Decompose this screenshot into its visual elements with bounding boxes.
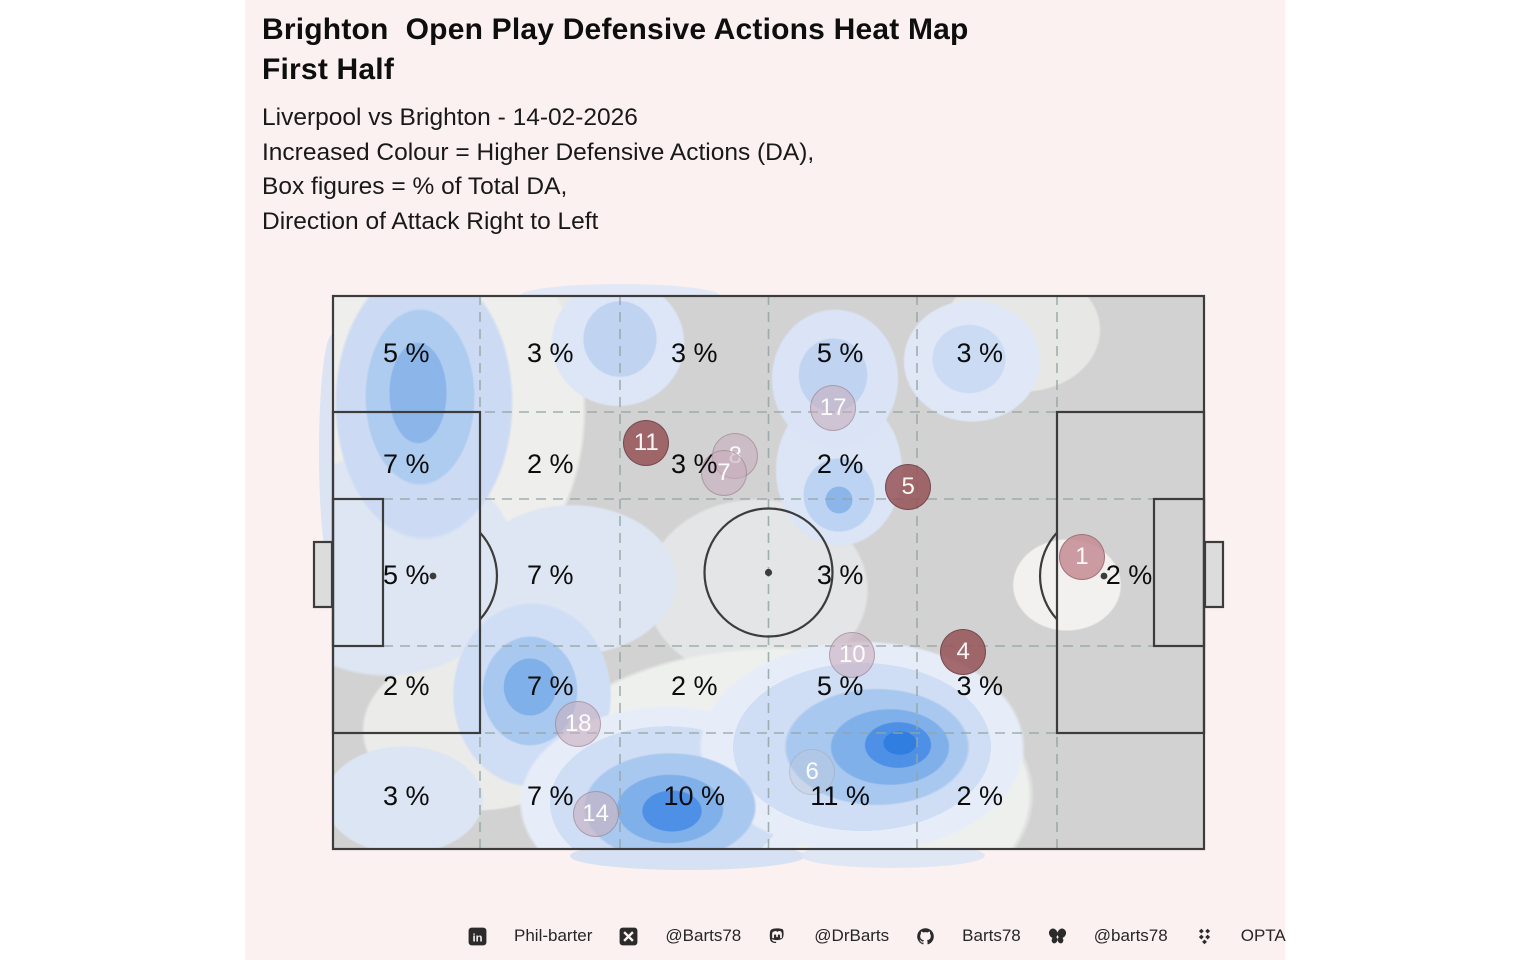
zone-percentage: 2 % [526,448,574,479]
zone-percentage: 5 % [382,559,430,590]
zone-percentage: 3 % [816,559,864,590]
mastodon-handle: @DrBarts [814,926,890,945]
subtitle-direction-note: Direction of Attack Right to Left [262,207,599,235]
zone-percentage: 7 % [382,448,430,479]
player-marker-4: 4 [940,628,987,675]
zone-percentage: 2 % [956,780,1004,811]
x-icon [619,927,638,946]
linkedin-icon: in [468,927,487,946]
player-marker-18: 18 [555,701,602,747]
pitch-markings [312,294,1225,851]
zone-percentage: 3 % [956,337,1004,368]
soccer-pitch-lines [312,294,1225,851]
center-spot [764,568,773,577]
pitch: 5 % 3 % 3 % 5 % 3 % 7 % 2 % 3 % 2 % 5 % … [312,284,1225,870]
zone-percentage: 5 % [816,670,864,701]
player-marker-7: 7 [700,450,747,497]
chart-title: Brighton Open Play Defensive Actions Hea… [262,10,969,90]
linkedin-handle: Phil-barter [514,926,593,945]
x-handle: @Barts78 [665,926,742,945]
right-penalty-arc [1039,531,1058,621]
left-goal [312,540,334,609]
title-line-2: First Half [262,53,395,86]
left-penalty-arc [479,531,498,621]
zone-percentage: 7 % [526,780,574,811]
subtitle-box-note: Box figures = % of Total DA, [262,173,568,200]
right-six-yard-box [1152,497,1206,648]
player-marker-5: 5 [885,464,932,511]
zone-percentage: 3 % [956,670,1004,701]
zone-percentage: 3 % [526,337,574,368]
github-icon [916,927,935,946]
zone-percentage: 2 % [1105,559,1153,590]
zone-percentage: 2 % [671,670,718,701]
chart-subtitle: Liverpool vs Brighton - 14-02-2026 Incre… [262,101,814,239]
right-goal [1203,540,1225,609]
player-marker-6: 6 [789,748,836,795]
footer-credits: in Phil-barter @Barts78 @DrBarts Barts78… [468,923,1286,949]
zone-percentage: 3 % [671,337,718,368]
zone-percentage: 7 % [526,559,574,590]
zone-percentage: 11 % [810,780,870,811]
opta-label: OPTA [1240,926,1286,945]
left-six-yard-box [331,497,385,648]
zone-percentage: 2 % [816,448,864,479]
player-marker-14: 14 [572,790,619,837]
title-line-1: Brighton Open Play Defensive Actions Hea… [262,13,969,46]
svg-text:in: in [472,932,482,944]
bluesky-icon [1048,927,1067,946]
player-marker-10: 10 [829,632,876,679]
subtitle-match: Liverpool vs Brighton - 14-02-2026 [262,104,638,131]
subtitle-colour-note: Increased Colour = Higher Defensive Acti… [262,138,815,166]
right-penalty-spot [1100,572,1108,580]
center-circle [703,507,834,638]
player-marker-17: 17 [810,385,857,432]
zone-percentage: 3 % [382,780,430,811]
zone-percentage: 7 % [526,670,574,701]
zone-percentage: 5 % [816,337,864,368]
bluesky-handle: @barts78 [1093,926,1168,945]
player-marker-1: 1 [1058,533,1105,580]
left-penalty-spot [429,572,437,580]
github-handle: Barts78 [962,926,1021,945]
mastodon-icon [768,927,787,946]
zone-percentage: 5 % [382,337,430,368]
player-marker-11: 11 [623,420,670,467]
zone-percentage: 10 % [663,780,726,811]
opta-icon [1195,927,1214,946]
zone-percentage: 3 % [671,448,718,479]
zone-percentage: 2 % [382,670,430,701]
pitch-spots [429,568,1108,580]
